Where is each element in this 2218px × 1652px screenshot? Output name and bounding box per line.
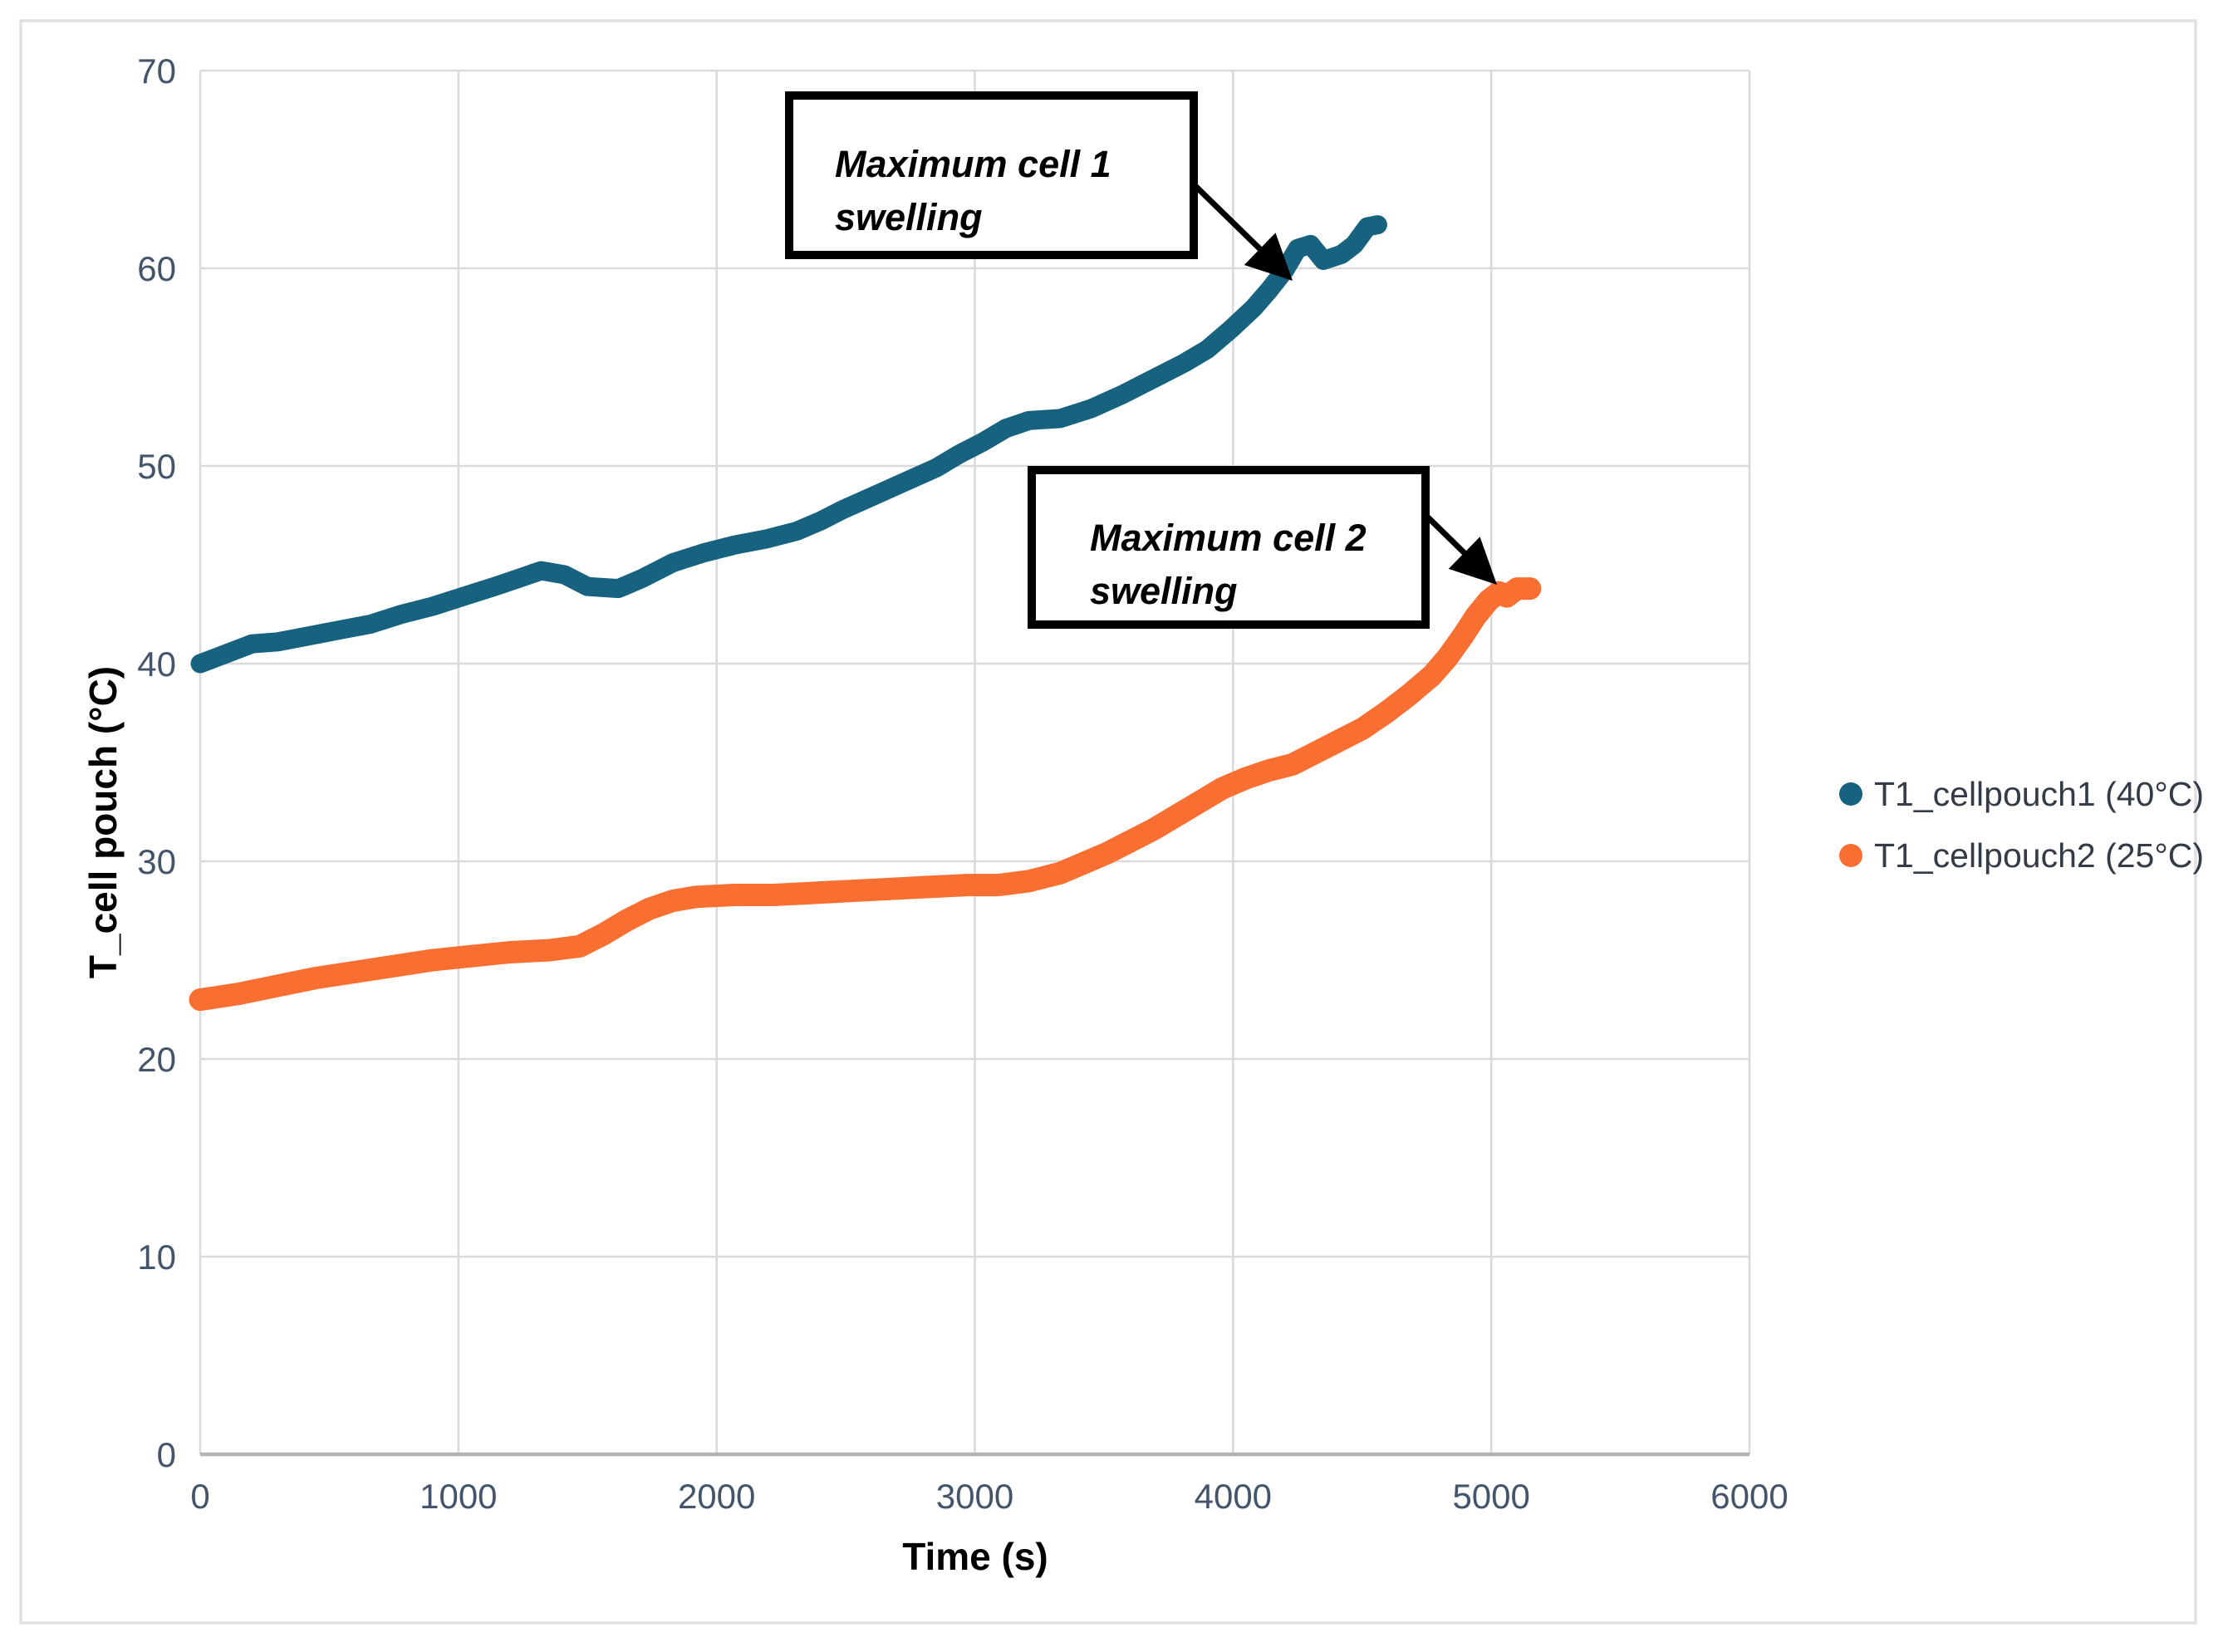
x-tick-label: 5000: [1452, 1477, 1529, 1516]
x-tick-label: 4000: [1195, 1477, 1272, 1516]
y-tick-label: 0: [157, 1435, 176, 1474]
y-axis-title: T_cell pouch (°C): [81, 666, 125, 978]
legend-marker-cellpouch1: [1839, 782, 1862, 806]
arrow-head: [1448, 537, 1497, 585]
series-line-1: [190, 215, 1387, 674]
y-tick-label: 30: [137, 842, 176, 881]
x-tick-label: 2000: [678, 1477, 755, 1516]
legend-label-cellpouch1: T1_cellpouch1 (40°C): [1874, 775, 2204, 813]
y-tick-label: 50: [137, 447, 176, 486]
x-axis-title: Time (s): [902, 1535, 1048, 1578]
annotation-arrow-cell1: [1191, 182, 1293, 281]
annotations: Maximum cell 1 swelling Maximum cell 2 s…: [785, 91, 1497, 629]
arrow-shaft: [1423, 512, 1467, 556]
x-tick-label: 0: [190, 1477, 209, 1516]
y-tick-label: 10: [137, 1238, 176, 1277]
x-tick-label: 6000: [1710, 1477, 1788, 1516]
annotation-max-cell2: Maximum cell 2 swelling: [1028, 466, 1497, 629]
annotation-text-cell2-line1: Maximum cell 2: [1090, 517, 1367, 559]
x-tick-label: 1000: [420, 1477, 497, 1516]
arrow-shaft: [1191, 182, 1263, 252]
legend-label-cellpouch2: T1_cellpouch2 (25°C): [1874, 836, 2204, 875]
series-line-2: [189, 577, 1542, 1012]
y-tick-label: 70: [137, 51, 176, 91]
arrow-head: [1244, 233, 1293, 281]
annotation-box-cell1: [785, 91, 1198, 259]
x-tick-label: 3000: [936, 1477, 1013, 1516]
annotation-max-cell1: Maximum cell 1 swelling: [785, 91, 1293, 281]
annotation-box-cell2: [1028, 466, 1430, 629]
gridlines: [199, 69, 1751, 1454]
annotation-text-cell1-line1: Maximum cell 1: [835, 143, 1111, 185]
annotation-text-cell1-line2: swelling: [835, 196, 983, 238]
y-tick-label: 20: [137, 1040, 176, 1079]
data-series-layer: [189, 215, 1542, 1012]
y-tick-label: 40: [137, 645, 176, 684]
legend: T1_cellpouch1 (40°C) T1_cellpouch2 (25°C…: [1839, 775, 2204, 875]
annotation-text-cell2-line2: swelling: [1090, 570, 1238, 612]
figure-border-frame: [19, 19, 2197, 1625]
legend-marker-cellpouch2: [1839, 844, 1862, 867]
y-tick-label: 60: [137, 249, 176, 288]
axis-tick-labels: 0 1000 2000 3000 4000 5000 6000 0 10 20 30 40 50 60 70: [137, 51, 1788, 1516]
annotation-arrow-cell2: [1423, 512, 1497, 585]
